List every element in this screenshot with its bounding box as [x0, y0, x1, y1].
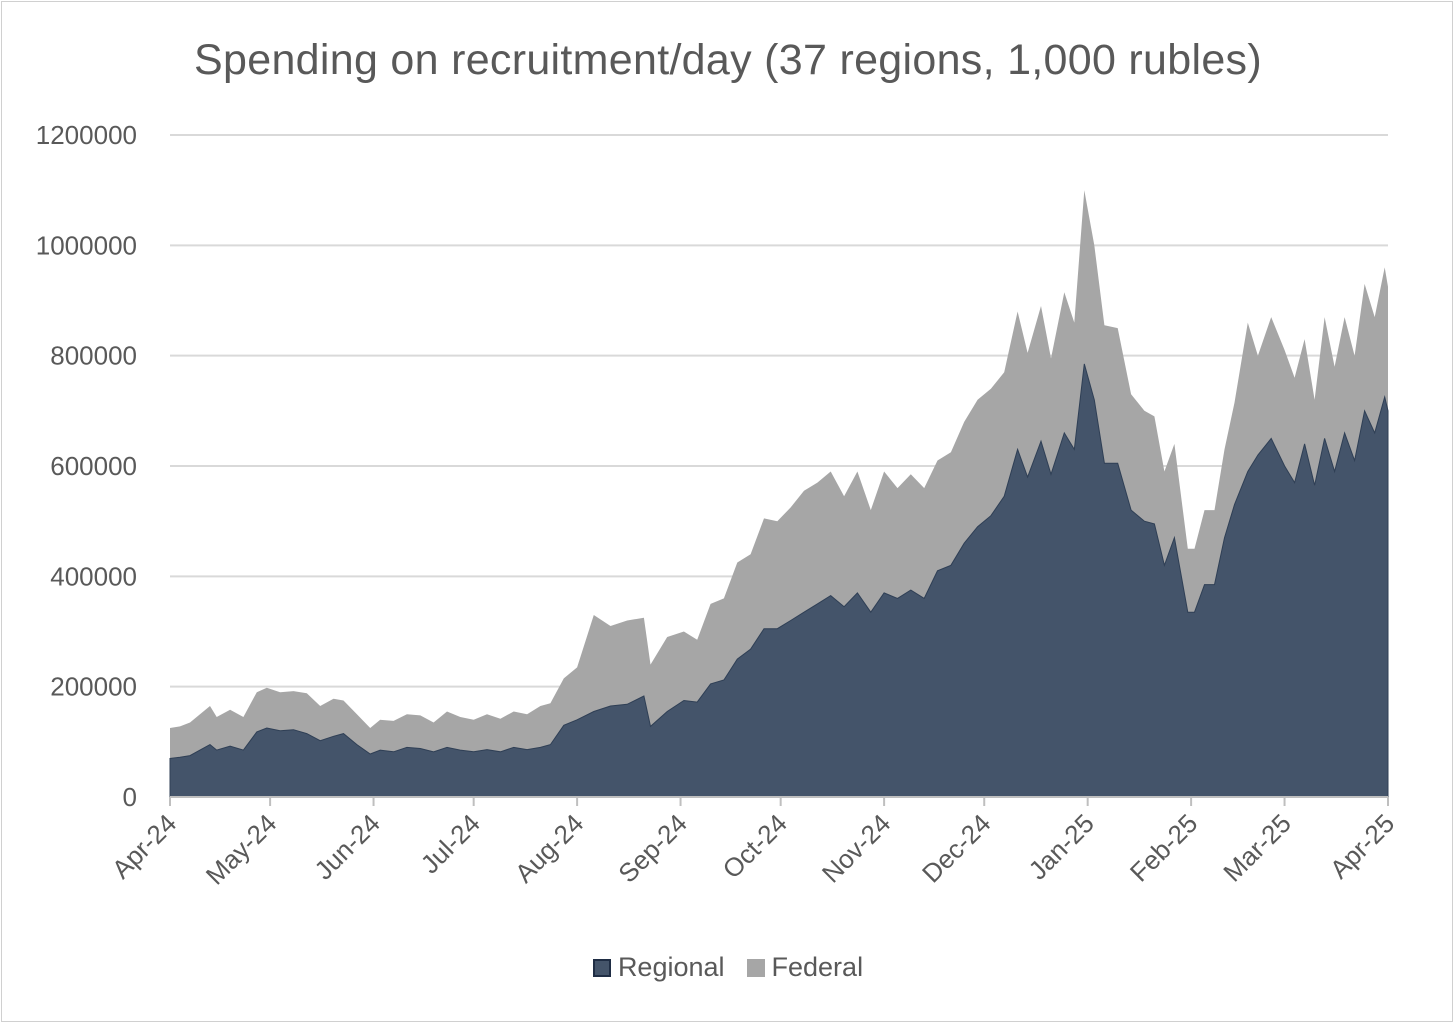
legend-item-federal: Federal [746, 952, 864, 983]
x-tick-label: Oct-24 [717, 808, 793, 884]
x-tick-label: Mar-25 [1217, 808, 1296, 887]
chart-legend: Regional Federal [0, 952, 1456, 983]
y-tick-label: 0 [123, 782, 137, 812]
x-tick-label: Feb-25 [1124, 808, 1203, 887]
legend-label-regional: Regional [617, 952, 725, 982]
y-tick-label: 600000 [50, 451, 137, 481]
x-tick-label: Aug-24 [509, 808, 589, 888]
x-tick-label: Sep-24 [612, 808, 692, 888]
x-tick-label: Nov-24 [816, 808, 896, 888]
legend-item-regional: Regional [592, 952, 725, 983]
y-tick-label: 200000 [50, 672, 137, 702]
x-tick-label: Jun-24 [308, 808, 385, 885]
x-tick-label: Apr-24 [106, 808, 182, 884]
area-series-regional [169, 363, 1389, 798]
y-tick-label: 1000000 [36, 230, 137, 260]
x-tick-label: Jul-24 [415, 808, 486, 879]
legend-swatch-regional [592, 958, 611, 977]
legend-swatch-federal [746, 958, 765, 977]
y-tick-label: 400000 [50, 561, 137, 591]
x-tick-label: Dec-24 [916, 808, 996, 888]
x-tick-label: Jan-25 [1022, 808, 1099, 885]
y-tick-label: 1200000 [36, 120, 137, 150]
legend-label-federal: Federal [771, 952, 864, 982]
y-tick-label: 800000 [50, 341, 137, 371]
x-tick-label: Apr-25 [1324, 808, 1400, 884]
x-tick-label: May-24 [200, 808, 283, 891]
chart-title: Spending on recruitment/day (37 regions,… [194, 36, 1262, 84]
